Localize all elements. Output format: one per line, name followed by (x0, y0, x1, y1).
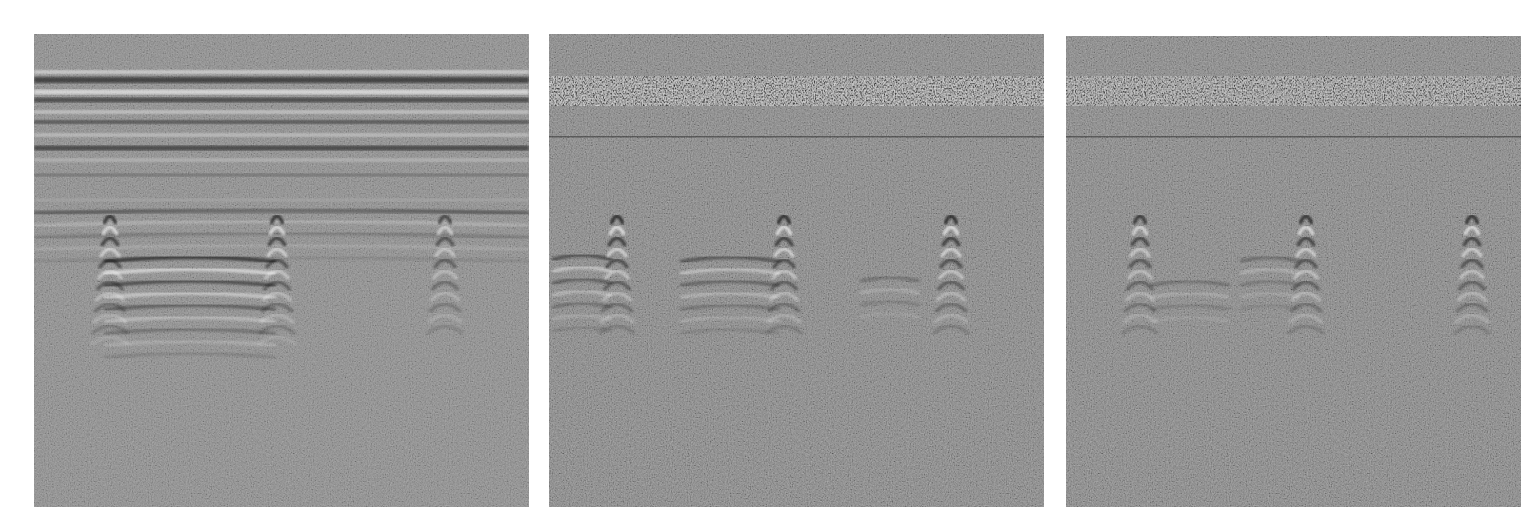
ringing-band (34, 98, 529, 103)
ringing-band (34, 77, 529, 83)
horizon-line (549, 136, 1044, 138)
panel-filtered (549, 34, 1044, 507)
radargram-figure (0, 0, 1521, 507)
page: {} (() => { const data = JSON.parse(docu… (0, 0, 1521, 507)
ringing-band (34, 90, 529, 95)
ringing-band (34, 158, 529, 162)
surface-clutter (549, 76, 1044, 106)
panel-raw (34, 34, 529, 507)
ringing-band (34, 199, 529, 202)
ringing-band (34, 146, 529, 151)
ringing-band (34, 133, 529, 137)
ringing-band (34, 174, 529, 177)
ringing-band (34, 120, 529, 124)
ringing-band (34, 70, 529, 74)
surface-clutter (1066, 76, 1521, 106)
ringing-band (34, 110, 529, 114)
horizon-line (1066, 136, 1521, 138)
panel-processed (1066, 36, 1521, 507)
